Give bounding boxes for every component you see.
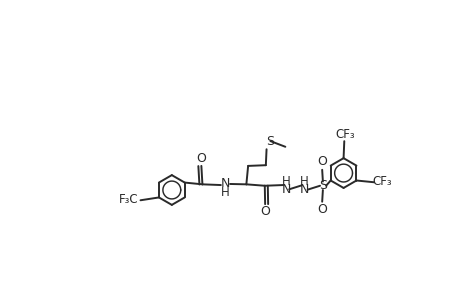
Text: O: O (196, 152, 206, 165)
Text: O: O (317, 155, 326, 168)
Text: CF₃: CF₃ (371, 176, 391, 188)
Text: F₃C: F₃C (118, 193, 138, 206)
Text: S: S (318, 179, 326, 192)
Text: N: N (299, 183, 308, 196)
Text: O: O (317, 203, 326, 216)
Text: H: H (281, 175, 290, 188)
Text: N: N (220, 178, 230, 190)
Text: H: H (221, 186, 230, 199)
Text: O: O (260, 206, 269, 218)
Text: S: S (265, 135, 273, 148)
Text: H: H (299, 176, 308, 188)
Text: CF₃: CF₃ (335, 128, 354, 141)
Text: N: N (281, 183, 290, 196)
